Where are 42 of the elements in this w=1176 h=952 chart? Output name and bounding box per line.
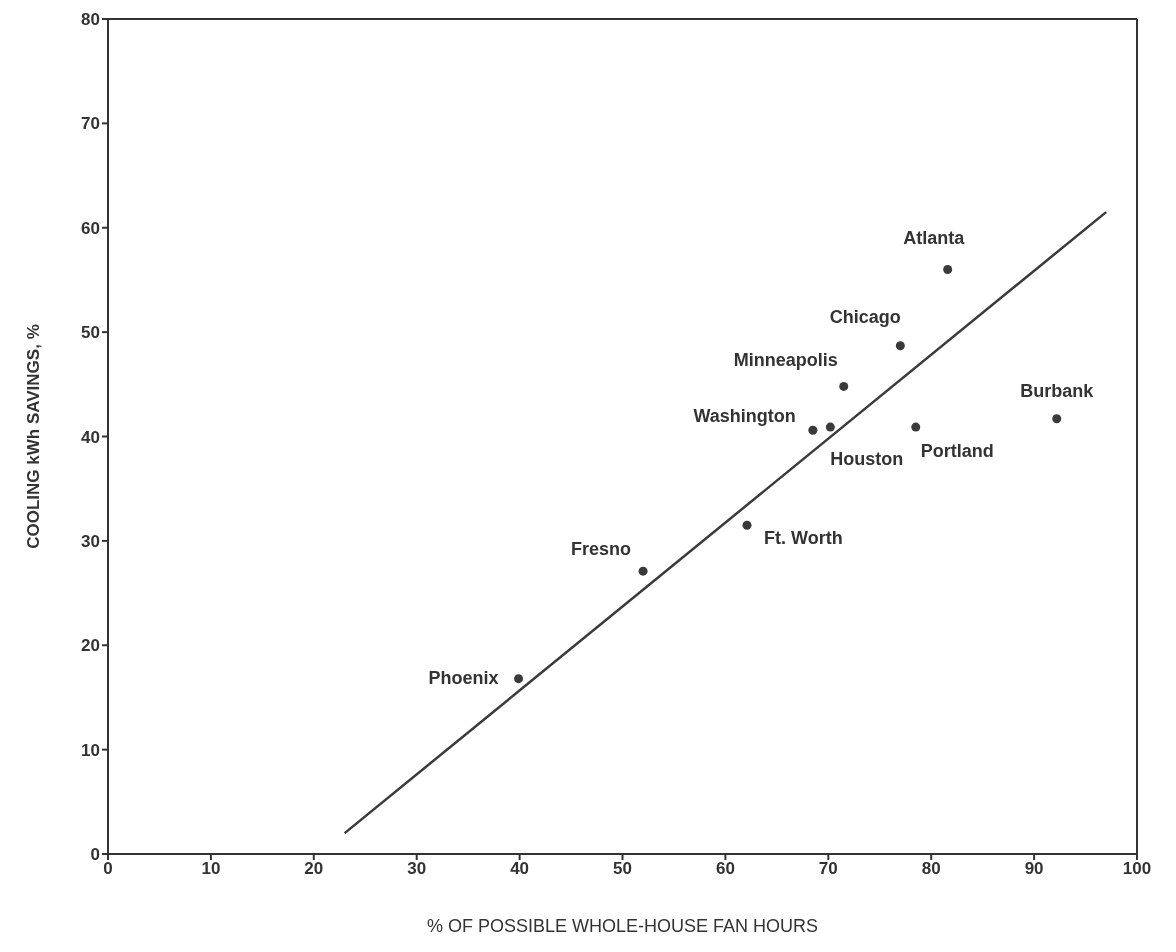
x-tick-label: 60: [715, 859, 735, 879]
point: [911, 422, 921, 432]
x-tick-label: 70: [818, 859, 838, 879]
annotation: Fresno: [571, 539, 632, 560]
point: [638, 566, 648, 576]
annotation: Ft. Worth: [764, 528, 843, 549]
point: [808, 425, 818, 435]
x-tick-label: 80: [921, 859, 941, 879]
y-tick-label: 50: [81, 323, 100, 343]
annotation: Phoenix: [428, 667, 499, 688]
point: [742, 520, 752, 530]
y-tick-label: 40: [81, 427, 100, 447]
y-tick-label: 0: [90, 845, 100, 865]
y-tick-label: 30: [81, 531, 100, 551]
x-tick-label: 10: [201, 859, 221, 879]
y-tick-label: 80: [81, 10, 100, 30]
point: [943, 264, 953, 275]
x-axis-title: % OF POSSIBLE WHOLE-HOUSE FAN HOURS: [426, 915, 819, 936]
x-tick-label: 100: [1122, 859, 1152, 879]
annotation: Portland: [920, 441, 994, 462]
annotation: Chicago: [829, 306, 901, 327]
y-tick-label: 10: [81, 740, 100, 760]
annotation: Atlanta: [903, 227, 966, 248]
y-tick-label: 60: [81, 218, 100, 238]
point: [825, 422, 835, 432]
y-tick-label: 20: [81, 636, 100, 656]
annotation: Washington: [693, 406, 796, 427]
y-tick-label: 70: [81, 114, 100, 134]
x-tick-label: 50: [613, 859, 632, 879]
x-tick-label: 20: [304, 859, 324, 879]
point: [839, 381, 849, 391]
y-axis-title: COOLING kWh SAVINGS, %: [24, 324, 44, 549]
annotation: Houston: [830, 449, 904, 470]
x-tick-label: 40: [510, 859, 530, 879]
point: [1052, 414, 1062, 424]
point: [895, 341, 905, 351]
x-tick-label: 90: [1024, 859, 1044, 879]
point: [514, 674, 524, 684]
annotation: Burbank: [1020, 380, 1095, 401]
annotation: Minneapolis: [733, 350, 838, 371]
x-tick-label: 30: [407, 859, 427, 879]
x-tick-label: 0: [103, 859, 113, 879]
